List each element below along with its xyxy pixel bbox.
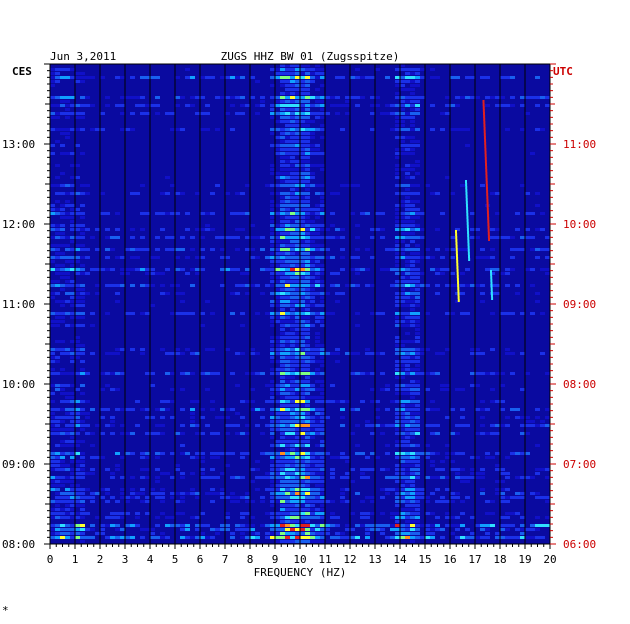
x-tick-label: 2 (97, 553, 104, 566)
x-tick-label: 3 (122, 553, 129, 566)
x-tick-label: 6 (197, 553, 204, 566)
x-tick-label: 14 (393, 553, 407, 566)
x-tick-label: 11 (318, 553, 331, 566)
left-axis-label: CES (12, 65, 32, 78)
left-time-label: 10:00 (2, 378, 35, 391)
x-tick-label: 5 (172, 553, 179, 566)
right-time-label: 10:00 (563, 218, 596, 231)
x-tick-label: 12 (343, 553, 356, 566)
vertical-grid (74, 64, 526, 544)
x-tick-label: 4 (147, 553, 154, 566)
left-time-label: 12:00 (2, 218, 35, 231)
x-tick-label: 16 (443, 553, 456, 566)
x-tick-label: 8 (247, 553, 254, 566)
right-axis-label: UTC (553, 65, 573, 78)
x-tick-label: 10 (293, 553, 306, 566)
right-time-label: 07:00 (563, 458, 596, 471)
left-time-label: 09:00 (2, 458, 35, 471)
chart-title: ZUGS HHZ BW 01 (Zugsspitze) (221, 50, 400, 63)
x-tick-label: 13 (368, 553, 381, 566)
left-time-label: 13:00 (2, 138, 35, 151)
x-tick-label: 7 (222, 553, 229, 566)
x-tick-label: 0 (47, 553, 54, 566)
x-tick-label: 15 (418, 553, 431, 566)
axes-layer: 0 1 2 3 4 5 6 7 8 9 10 11 12 13 14 15 16 17 18 19 2013:0012:… (2, 63, 596, 566)
right-time-label: 06:00 (563, 538, 596, 551)
x-tick-label: 18 (493, 553, 506, 566)
right-time-label: 08:00 (563, 378, 596, 391)
x-axis-label: FREQUENCY (HZ) (254, 566, 347, 579)
heatmap-layer (50, 64, 550, 543)
left-time-label: 08:00 (2, 538, 35, 551)
x-tick-label: 20 (543, 553, 556, 566)
right-time-label: 09:00 (563, 298, 596, 311)
x-tick-label: 19 (518, 553, 531, 566)
chart-date: Jun 3,2011 (50, 50, 116, 63)
right-time-label: 11:00 (563, 138, 596, 151)
x-tick-label: 9 (272, 553, 279, 566)
footer-mark: * (2, 604, 9, 617)
left-time-label: 11:00 (2, 298, 35, 311)
x-tick-label: 1 (72, 553, 79, 566)
x-tick-label: 17 (468, 553, 481, 566)
